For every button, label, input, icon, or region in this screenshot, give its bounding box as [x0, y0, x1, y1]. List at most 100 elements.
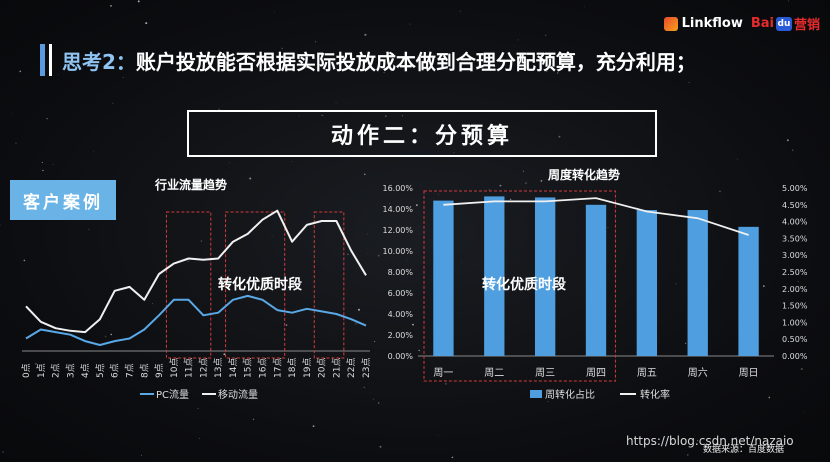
star — [10, 113, 12, 114]
right-y-tick: 1.00% — [782, 318, 808, 327]
left-x-tick: 19点 — [302, 358, 313, 378]
series-line-1 — [25, 209, 367, 334]
star — [41, 162, 43, 164]
star — [409, 23, 411, 25]
right-y-tick: 3.00% — [782, 251, 808, 260]
star — [401, 115, 403, 117]
star — [540, 179, 543, 182]
star — [768, 396, 771, 399]
right-y-tick: 2.00% — [782, 285, 808, 294]
left-x-tick: 11点 — [184, 358, 195, 378]
left-y-tick: 8.00% — [388, 268, 414, 277]
star — [223, 353, 226, 356]
star — [23, 259, 26, 262]
star — [412, 323, 414, 326]
star — [228, 162, 230, 164]
star — [438, 194, 439, 196]
star — [459, 10, 461, 12]
bar — [738, 226, 759, 356]
star — [93, 151, 94, 152]
left-x-tick: 20点 — [317, 358, 328, 378]
star — [546, 70, 548, 73]
star — [547, 401, 549, 403]
action-box-text: 动作二：分预算 — [330, 123, 513, 149]
star — [140, 454, 143, 456]
star — [800, 367, 803, 371]
star — [110, 333, 112, 336]
linkflow-logo: Linkflow — [663, 16, 743, 31]
series-line-0 — [25, 294, 367, 346]
star — [453, 152, 455, 153]
bar — [687, 210, 708, 356]
star — [199, 437, 201, 439]
bar — [534, 197, 556, 356]
star — [347, 253, 349, 256]
star — [52, 163, 54, 165]
right-x-tick: 周二 — [484, 367, 504, 379]
star — [524, 182, 527, 185]
star — [15, 142, 17, 144]
left-x-tick: 8点 — [139, 363, 150, 378]
right-x-tick: 周三 — [535, 367, 555, 379]
star — [792, 149, 794, 151]
star — [803, 412, 804, 414]
left-x-tick: 12点 — [198, 358, 209, 378]
star — [0, 224, 1, 226]
left-y-tick: 4.00% — [388, 310, 414, 319]
brand-logos: Linkflow Bai du 营销 — [663, 14, 820, 33]
star — [762, 285, 765, 288]
star — [379, 445, 382, 448]
star — [88, 228, 90, 230]
left-annotation: 转化优质时段 — [218, 276, 302, 293]
left-y-tick: 0.00% — [388, 352, 414, 361]
star — [665, 190, 667, 191]
left-x-tick: 1点 — [36, 363, 47, 378]
star — [335, 102, 337, 104]
left-y-tick: 14.00% — [382, 205, 413, 214]
right-x-tick: 周四 — [586, 367, 606, 379]
star — [364, 33, 367, 36]
header-title-text: 账户投放能否根据实际投放成本做到合理分配预算，充分利用； — [135, 49, 696, 74]
star — [558, 135, 561, 138]
left-x-tick: 21点 — [331, 358, 342, 378]
star — [187, 260, 189, 263]
left-x-tick: 6点 — [110, 363, 121, 378]
left-x-tick: 2点 — [51, 363, 62, 378]
right-x-tick: 周日 — [739, 367, 759, 379]
star — [488, 189, 490, 191]
highlight-box-2 — [313, 211, 345, 359]
star — [675, 283, 677, 285]
star — [438, 435, 439, 436]
star — [465, 135, 467, 138]
data-source: 数据来源：百度数据 — [703, 445, 785, 455]
star — [418, 349, 420, 352]
star — [688, 81, 690, 83]
star — [384, 115, 387, 118]
star — [42, 169, 44, 172]
star — [312, 425, 315, 428]
star — [104, 335, 107, 338]
star — [285, 324, 288, 326]
star — [252, 418, 255, 421]
star — [686, 453, 689, 456]
action-box: 动作二：分预算 — [187, 110, 657, 157]
star — [522, 170, 524, 172]
star — [510, 198, 512, 200]
header-title: 思考2：账户投放能否根据实际投放成本做到合理分配预算，充分利用； — [62, 46, 696, 75]
star — [2, 451, 4, 453]
case-label-text: 客户案例 — [23, 192, 103, 213]
star — [122, 76, 124, 78]
left-x-tick: 13点 — [213, 358, 224, 378]
left-x-tick: 9点 — [154, 363, 165, 378]
star — [374, 340, 376, 342]
star — [367, 233, 369, 235]
linkflow-icon — [663, 16, 678, 31]
left-x-tick: 23点 — [361, 358, 372, 378]
star — [517, 39, 519, 41]
star — [364, 173, 366, 175]
star — [67, 66, 69, 67]
bar — [484, 196, 505, 356]
star — [584, 6, 586, 8]
highlight-box-0 — [165, 211, 212, 359]
